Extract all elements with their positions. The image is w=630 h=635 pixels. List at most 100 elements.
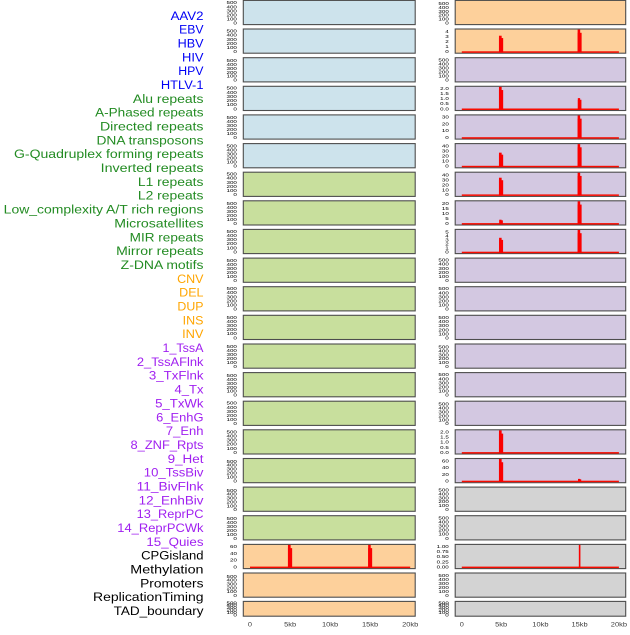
svg-text:10: 10 <box>442 211 450 216</box>
svg-text:0: 0 <box>233 221 237 226</box>
svg-text:500: 500 <box>438 372 449 377</box>
svg-text:0: 0 <box>233 612 237 617</box>
svg-text:0: 0 <box>233 478 237 483</box>
svg-text:200: 200 <box>227 499 238 504</box>
svg-text:500: 500 <box>227 29 238 34</box>
svg-text:400: 400 <box>438 376 449 381</box>
svg-text:100: 100 <box>438 331 449 336</box>
svg-text:300: 300 <box>227 605 238 610</box>
svg-text:5kb: 5kb <box>495 621 507 628</box>
svg-text:200: 200 <box>227 70 238 75</box>
svg-text:0: 0 <box>233 49 237 54</box>
svg-text:400: 400 <box>227 434 238 439</box>
svg-text:400: 400 <box>227 405 238 410</box>
svg-text:400: 400 <box>227 578 238 583</box>
svg-text:300: 300 <box>227 66 238 71</box>
svg-text:0.75: 0.75 <box>437 549 450 554</box>
svg-text:11_BivFlnk: 11_BivFlnk <box>137 480 205 494</box>
svg-text:0.5: 0.5 <box>440 445 449 450</box>
svg-text:L2 repeats: L2 repeats <box>138 189 204 203</box>
svg-text:100: 100 <box>227 475 238 480</box>
svg-text:100: 100 <box>438 74 449 79</box>
svg-text:3: 3 <box>445 34 449 39</box>
svg-text:500: 500 <box>227 258 238 263</box>
svg-text:0: 0 <box>248 621 253 628</box>
svg-text:5kb: 5kb <box>284 621 296 628</box>
svg-text:200: 200 <box>227 413 238 418</box>
svg-text:100: 100 <box>227 589 238 594</box>
svg-text:A-Phased repeats: A-Phased repeats <box>95 106 203 120</box>
svg-text:HPV: HPV <box>178 64 204 78</box>
svg-text:500: 500 <box>227 286 238 291</box>
svg-text:200: 200 <box>438 413 449 418</box>
svg-text:400: 400 <box>438 290 449 295</box>
svg-text:0.00: 0.00 <box>437 564 450 569</box>
svg-text:100: 100 <box>227 417 238 422</box>
svg-text:200: 200 <box>227 298 238 303</box>
svg-text:0: 0 <box>233 20 237 25</box>
svg-text:100: 100 <box>227 131 238 136</box>
svg-text:400: 400 <box>438 61 449 66</box>
svg-text:2.0: 2.0 <box>440 86 449 91</box>
svg-text:0.50: 0.50 <box>437 554 450 559</box>
svg-text:400: 400 <box>227 233 238 238</box>
svg-text:Methylation: Methylation <box>130 563 203 577</box>
svg-text:10kb: 10kb <box>322 621 339 628</box>
svg-text:7_Enh: 7_Enh <box>166 424 204 438</box>
svg-text:200: 200 <box>227 184 238 189</box>
svg-text:20: 20 <box>442 121 450 126</box>
svg-text:HIV: HIV <box>182 50 204 64</box>
svg-text:100: 100 <box>227 102 238 107</box>
svg-text:500: 500 <box>227 488 238 493</box>
svg-text:500: 500 <box>438 345 449 350</box>
svg-text:300: 300 <box>227 94 238 99</box>
svg-text:400: 400 <box>227 377 238 382</box>
svg-text:400: 400 <box>227 90 238 95</box>
svg-text:100: 100 <box>438 303 449 308</box>
svg-text:400: 400 <box>227 290 238 295</box>
svg-text:100: 100 <box>227 45 238 50</box>
svg-text:CNV: CNV <box>177 272 204 286</box>
svg-text:500: 500 <box>438 487 449 492</box>
svg-text:1.0: 1.0 <box>440 96 449 101</box>
svg-text:0: 0 <box>233 393 237 398</box>
svg-text:300: 300 <box>227 381 238 386</box>
svg-text:300: 300 <box>227 438 238 443</box>
svg-text:200: 200 <box>227 585 238 590</box>
svg-text:60: 60 <box>442 459 450 464</box>
svg-text:200: 200 <box>438 384 449 389</box>
svg-text:0: 0 <box>233 564 237 569</box>
svg-text:100: 100 <box>438 17 449 22</box>
svg-text:1.0: 1.0 <box>440 440 449 445</box>
svg-text:G-Quadruplex forming repeats: G-Quadruplex forming repeats <box>14 147 204 161</box>
svg-text:0: 0 <box>233 249 237 254</box>
svg-text:500: 500 <box>438 600 449 605</box>
svg-text:400: 400 <box>227 520 238 525</box>
svg-text:Directed repeats: Directed repeats <box>100 120 204 134</box>
svg-text:0: 0 <box>445 421 449 426</box>
svg-text:100: 100 <box>227 331 238 336</box>
svg-text:200: 200 <box>227 213 238 218</box>
svg-text:300: 300 <box>227 8 238 13</box>
svg-text:400: 400 <box>227 147 238 152</box>
svg-text:500: 500 <box>227 143 238 148</box>
svg-text:300: 300 <box>438 380 449 385</box>
svg-text:AAV2: AAV2 <box>171 9 204 23</box>
svg-text:200: 200 <box>227 156 238 161</box>
svg-text:HTLV-1: HTLV-1 <box>161 78 204 92</box>
svg-text:5: 5 <box>445 230 449 235</box>
svg-text:2: 2 <box>445 242 449 247</box>
svg-text:DEL: DEL <box>179 286 203 300</box>
svg-text:0: 0 <box>445 393 449 398</box>
svg-text:Z-DNA motifs: Z-DNA motifs <box>121 258 204 272</box>
svg-text:300: 300 <box>227 409 238 414</box>
svg-text:6_EnhG: 6_EnhG <box>156 410 203 424</box>
svg-text:0: 0 <box>445 612 449 617</box>
svg-text:500: 500 <box>227 229 238 234</box>
svg-text:400: 400 <box>227 319 238 324</box>
svg-text:0: 0 <box>445 249 449 254</box>
svg-text:0: 0 <box>233 106 237 111</box>
svg-text:300: 300 <box>438 524 449 529</box>
svg-text:400: 400 <box>227 176 238 181</box>
svg-text:200: 200 <box>227 127 238 132</box>
